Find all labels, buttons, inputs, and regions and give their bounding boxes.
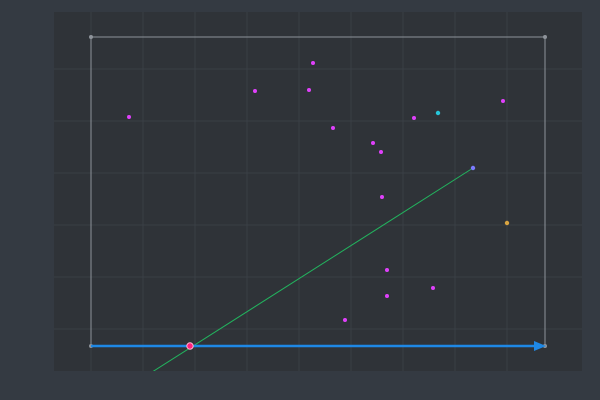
scatter-point[interactable] [371, 141, 375, 145]
point-cloud [127, 61, 505, 322]
origin-marker-icon[interactable] [186, 342, 194, 350]
scene-canvas[interactable] [54, 12, 582, 371]
scatter-point[interactable] [385, 268, 389, 272]
canvas-panel[interactable] [54, 12, 582, 371]
scatter-point[interactable] [311, 61, 315, 65]
line-segment[interactable] [149, 167, 474, 371]
scatter-point[interactable] [127, 115, 131, 119]
orange-point[interactable] [504, 220, 510, 226]
arrow-head-icon [534, 341, 546, 351]
scatter-point[interactable] [379, 150, 383, 154]
bounding-frame [90, 36, 546, 346]
grid [54, 12, 582, 371]
scatter-point[interactable] [331, 126, 335, 130]
teal-point[interactable] [435, 110, 441, 116]
scatter-point[interactable] [431, 286, 435, 290]
vertex-handle-icon[interactable] [89, 35, 93, 39]
scatter-point[interactable] [380, 195, 384, 199]
scatter-point[interactable] [385, 294, 389, 298]
purple-point[interactable] [470, 165, 476, 171]
scatter-point[interactable] [412, 116, 416, 120]
scatter-point[interactable] [501, 99, 505, 103]
scatter-point[interactable] [343, 318, 347, 322]
vertex-handle-icon[interactable] [543, 35, 547, 39]
scatter-point[interactable] [307, 88, 311, 92]
scatter-point[interactable] [253, 89, 257, 93]
